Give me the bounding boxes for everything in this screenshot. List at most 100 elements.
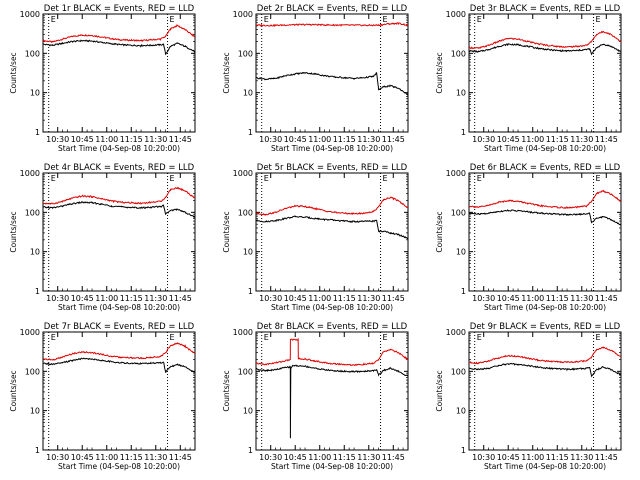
y-tick-label: 1 xyxy=(248,128,253,137)
x-tick-label: 10:45 xyxy=(497,453,520,462)
event-marker-label: E xyxy=(264,174,269,183)
y-tick-label: 100 xyxy=(25,208,40,217)
x-tick-label: 11:00 xyxy=(521,453,544,462)
y-axis-title: Counts/sec xyxy=(9,52,18,93)
chart-title: Det 2r BLACK = Events, RED = LLD xyxy=(257,4,408,14)
x-tick-label: 10:30 xyxy=(259,135,282,144)
plot-frame xyxy=(255,13,409,133)
x-tick-label: 10:30 xyxy=(259,453,282,462)
events-series-line xyxy=(43,39,195,56)
y-axis-title: Counts/sec xyxy=(222,370,231,411)
y-axis-title: Counts/sec xyxy=(435,52,444,93)
event-marker-label: E xyxy=(170,174,175,183)
y-axis-title: Counts/sec xyxy=(435,211,444,252)
y-tick-label: 100 xyxy=(238,208,253,217)
x-tick-label: 10:45 xyxy=(284,453,307,462)
x-axis-title: Start Time (04-Sep-08 10:20:00) xyxy=(271,303,393,312)
x-tick-label: 11:45 xyxy=(595,135,618,144)
lld-series-line xyxy=(43,23,195,44)
chart-title: Det 1r BLACK = Events, RED = LLD xyxy=(44,4,195,14)
plot-frame xyxy=(468,172,622,292)
x-tick-label: 11:00 xyxy=(95,294,118,303)
y-tick-label: 10 xyxy=(30,407,40,416)
plot-frame xyxy=(42,13,196,133)
x-tick-label: 11:45 xyxy=(595,294,618,303)
detector-chart-4: Det 4r BLACK = Events, RED = LLD 1 10 100 10… xyxy=(9,163,196,312)
x-tick-label: 11:15 xyxy=(333,135,356,144)
y-tick-label: 1 xyxy=(35,128,40,137)
y-axis-title: Counts/sec xyxy=(222,52,231,93)
detector-chart-8: Det 8r BLACK = Events, RED = LLD 1 10 100 10… xyxy=(222,322,409,471)
y-tick-label: 1000 xyxy=(20,10,40,19)
x-axis-title: Start Time (04-Sep-08 10:20:00) xyxy=(271,462,393,471)
y-tick-label: 1000 xyxy=(233,169,253,178)
event-marker-label: E xyxy=(383,333,388,342)
chart-title: Det 9r BLACK = Events, RED = LLD xyxy=(470,322,621,332)
x-tick-label: 10:45 xyxy=(71,135,94,144)
chart-title: Det 7r BLACK = Events, RED = LLD xyxy=(44,322,195,332)
x-tick-label: 11:30 xyxy=(144,135,167,144)
x-tick-label: 11:30 xyxy=(570,135,593,144)
x-tick-label: 11:15 xyxy=(120,135,143,144)
y-tick-label: 1 xyxy=(461,287,466,296)
lld-series-line xyxy=(469,189,621,210)
chart-title: Det 5r BLACK = Events, RED = LLD xyxy=(257,163,408,173)
y-tick-label: 10 xyxy=(243,407,253,416)
event-marker-label: E xyxy=(51,333,56,342)
event-marker-label: E xyxy=(383,174,388,183)
lld-series-line xyxy=(43,186,195,205)
x-axis-title: Start Time (04-Sep-08 10:20:00) xyxy=(58,303,180,312)
lld-series-line xyxy=(256,337,408,367)
x-tick-label: 11:30 xyxy=(144,294,167,303)
x-tick-label: 11:00 xyxy=(308,453,331,462)
y-tick-label: 100 xyxy=(451,208,466,217)
y-tick-label: 1 xyxy=(461,446,466,455)
plot-frame xyxy=(42,172,196,292)
events-series-line xyxy=(43,201,195,218)
x-tick-label: 10:30 xyxy=(472,453,495,462)
detector-chart-3: Det 3r BLACK = Events, RED = LLD 1 10 100 10… xyxy=(435,4,622,153)
chart-title: Det 6r BLACK = Events, RED = LLD xyxy=(470,163,621,173)
lld-series-line xyxy=(469,30,621,49)
x-tick-label: 10:30 xyxy=(46,135,69,144)
y-axis-title: Counts/sec xyxy=(435,370,444,411)
y-tick-label: 1 xyxy=(35,446,40,455)
events-series-line xyxy=(43,357,195,373)
events-series-line xyxy=(469,209,621,226)
x-tick-label: 11:15 xyxy=(546,294,569,303)
x-axis-title: Start Time (04-Sep-08 10:20:00) xyxy=(484,144,606,153)
plot-frame xyxy=(468,331,622,451)
lld-series-line xyxy=(256,22,408,28)
x-axis-title: Start Time (04-Sep-08 10:20:00) xyxy=(484,462,606,471)
y-tick-label: 1000 xyxy=(446,328,466,337)
y-tick-label: 100 xyxy=(451,367,466,376)
y-tick-label: 1000 xyxy=(20,169,40,178)
x-tick-label: 11:45 xyxy=(169,135,192,144)
y-tick-label: 1000 xyxy=(446,10,466,19)
y-tick-label: 1000 xyxy=(446,169,466,178)
x-tick-label: 11:45 xyxy=(382,294,405,303)
x-tick-label: 11:30 xyxy=(357,135,380,144)
x-axis-title: Start Time (04-Sep-08 10:20:00) xyxy=(58,462,180,471)
event-marker-label: E xyxy=(170,15,175,24)
y-tick-label: 10 xyxy=(456,407,466,416)
y-axis-title: Counts/sec xyxy=(9,370,18,411)
y-tick-label: 100 xyxy=(25,367,40,376)
detector-chart-9: Det 9r BLACK = Events, RED = LLD 1 10 100 10… xyxy=(435,322,622,471)
y-tick-label: 10 xyxy=(456,89,466,98)
x-tick-label: 11:45 xyxy=(382,135,405,144)
detector-chart-7: Det 7r BLACK = Events, RED = LLD 1 10 100 10… xyxy=(9,322,196,471)
x-tick-label: 11:45 xyxy=(382,453,405,462)
event-marker-label: E xyxy=(383,15,388,24)
y-tick-label: 1000 xyxy=(233,10,253,19)
x-tick-label: 11:45 xyxy=(169,453,192,462)
x-tick-label: 11:00 xyxy=(521,135,544,144)
events-series-line xyxy=(256,364,408,439)
event-marker-label: E xyxy=(596,174,601,183)
detector-chart-5: Det 5r BLACK = Events, RED = LLD 1 10 100 10… xyxy=(222,163,409,312)
y-tick-label: 100 xyxy=(238,367,253,376)
y-tick-label: 1 xyxy=(461,128,466,137)
y-tick-label: 100 xyxy=(451,49,466,58)
x-tick-label: 11:30 xyxy=(357,294,380,303)
